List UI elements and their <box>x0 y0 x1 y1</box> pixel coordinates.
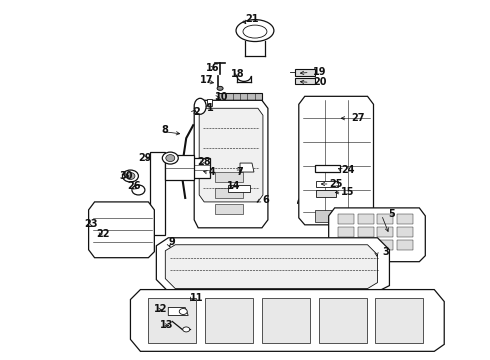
Text: 5: 5 <box>388 209 395 219</box>
Ellipse shape <box>327 306 359 334</box>
Text: 24: 24 <box>341 165 354 175</box>
Polygon shape <box>397 240 414 250</box>
Text: 20: 20 <box>313 77 326 87</box>
Text: 25: 25 <box>329 179 343 189</box>
Text: 22: 22 <box>96 229 109 239</box>
Polygon shape <box>316 181 338 187</box>
Polygon shape <box>148 298 196 343</box>
Ellipse shape <box>243 25 267 38</box>
Polygon shape <box>205 298 253 343</box>
Text: 21: 21 <box>245 14 259 24</box>
Text: 10: 10 <box>215 92 229 102</box>
Ellipse shape <box>122 170 138 182</box>
Polygon shape <box>295 69 315 76</box>
Ellipse shape <box>318 190 325 195</box>
Text: 4: 4 <box>209 167 216 177</box>
Text: 19: 19 <box>313 67 326 77</box>
Polygon shape <box>299 96 373 225</box>
Ellipse shape <box>238 256 293 278</box>
Polygon shape <box>215 204 243 214</box>
Polygon shape <box>215 188 243 198</box>
Text: 18: 18 <box>231 69 245 80</box>
Text: 3: 3 <box>382 247 389 257</box>
Ellipse shape <box>194 98 206 114</box>
Polygon shape <box>318 298 367 343</box>
Text: 2: 2 <box>193 107 199 117</box>
Polygon shape <box>165 245 377 289</box>
Text: 30: 30 <box>120 171 133 181</box>
Text: 6: 6 <box>263 195 270 205</box>
Text: 1: 1 <box>207 103 214 113</box>
Text: 23: 23 <box>84 219 98 229</box>
Ellipse shape <box>156 306 188 334</box>
Ellipse shape <box>179 309 187 315</box>
Text: 7: 7 <box>237 167 244 177</box>
Polygon shape <box>377 214 393 224</box>
Text: 12: 12 <box>153 305 167 315</box>
Polygon shape <box>358 214 373 224</box>
Ellipse shape <box>322 264 357 280</box>
Ellipse shape <box>270 306 302 334</box>
Text: 27: 27 <box>351 113 364 123</box>
Polygon shape <box>338 227 354 237</box>
Text: 15: 15 <box>341 187 354 197</box>
Ellipse shape <box>162 152 178 164</box>
Ellipse shape <box>166 154 175 162</box>
Ellipse shape <box>132 185 145 195</box>
Polygon shape <box>316 190 336 197</box>
Text: 13: 13 <box>160 320 173 330</box>
Polygon shape <box>193 158 210 178</box>
Ellipse shape <box>217 86 223 90</box>
Text: 9: 9 <box>169 237 175 247</box>
Polygon shape <box>194 100 268 228</box>
Text: 16: 16 <box>206 63 220 73</box>
Polygon shape <box>199 108 263 202</box>
Polygon shape <box>218 93 262 101</box>
Polygon shape <box>338 214 354 224</box>
Text: 8: 8 <box>161 125 168 135</box>
Polygon shape <box>150 152 165 235</box>
Ellipse shape <box>384 306 416 334</box>
Polygon shape <box>207 99 212 106</box>
Polygon shape <box>338 240 354 250</box>
Ellipse shape <box>213 306 245 334</box>
Polygon shape <box>397 214 414 224</box>
Polygon shape <box>358 227 373 237</box>
Polygon shape <box>89 202 154 258</box>
Polygon shape <box>358 240 373 250</box>
Polygon shape <box>156 238 390 292</box>
Polygon shape <box>329 208 425 262</box>
Text: 14: 14 <box>227 181 241 191</box>
Polygon shape <box>295 78 315 84</box>
Text: 11: 11 <box>190 293 203 302</box>
Ellipse shape <box>126 172 135 180</box>
Text: 28: 28 <box>197 157 211 167</box>
Polygon shape <box>240 163 254 172</box>
Ellipse shape <box>236 20 274 41</box>
Polygon shape <box>130 289 444 351</box>
Text: 17: 17 <box>200 75 214 85</box>
Text: 29: 29 <box>139 153 152 163</box>
Polygon shape <box>165 155 194 180</box>
Polygon shape <box>375 298 423 343</box>
Polygon shape <box>262 298 310 343</box>
Text: 26: 26 <box>128 181 141 191</box>
Polygon shape <box>397 227 414 237</box>
Polygon shape <box>168 307 188 315</box>
Polygon shape <box>315 165 340 172</box>
Polygon shape <box>215 172 243 182</box>
Polygon shape <box>377 240 393 250</box>
Polygon shape <box>377 227 393 237</box>
Polygon shape <box>228 185 250 192</box>
Ellipse shape <box>183 327 190 332</box>
Polygon shape <box>315 210 355 222</box>
